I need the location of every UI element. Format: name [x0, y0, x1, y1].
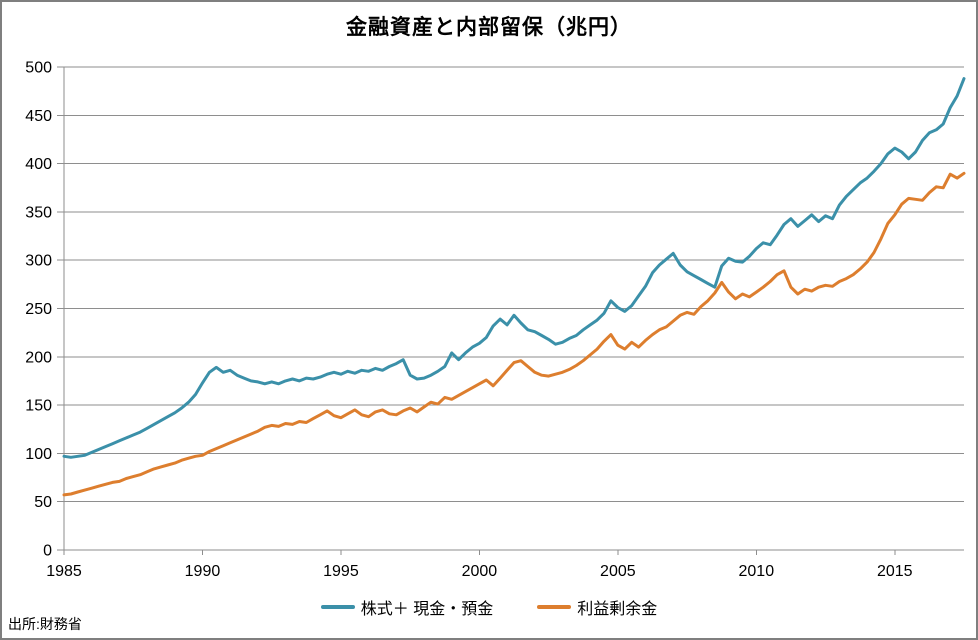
y-tick-label: 400	[25, 156, 52, 173]
legend-label-stocks-cash: 株式＋ 現金・預金	[360, 601, 494, 618]
x-tick-label: 1990	[185, 563, 221, 580]
legend: 株式＋ 現金・預金 利益剰余金	[2, 595, 976, 619]
legend-swatch-stocks-cash-icon	[320, 605, 355, 609]
page-title: 金融資産と内部留保（兆円）	[346, 16, 632, 39]
legend-swatch-retained-earnings-icon	[537, 605, 572, 609]
y-tick-label: 0	[43, 543, 52, 560]
legend-item-stocks-cash: 株式＋ 現金・預金	[320, 595, 494, 619]
y-tick-label: 450	[25, 108, 52, 125]
legend-item-retained-earnings: 利益剰余金	[537, 595, 657, 619]
legend-label-retained-earnings: 利益剰余金	[577, 601, 658, 618]
y-tick-label: 50	[34, 494, 52, 511]
x-tick-label: 2015	[877, 563, 913, 580]
y-tick-label: 100	[25, 446, 52, 463]
y-tick-label: 250	[25, 301, 52, 318]
x-tick-label: 2005	[600, 563, 636, 580]
y-tick-label: 200	[25, 349, 52, 366]
x-tick-label: 1985	[46, 563, 82, 580]
source-note: 出所:財務省	[8, 616, 82, 632]
x-tick-label: 2000	[462, 563, 498, 580]
x-tick-label: 1995	[323, 563, 359, 580]
y-tick-label: 150	[25, 398, 52, 415]
y-tick-label: 500	[25, 60, 52, 77]
series-line-1	[62, 171, 966, 497]
y-tick-label: 300	[25, 253, 52, 270]
y-tick-label: 350	[25, 204, 52, 221]
series-line-0	[62, 77, 966, 459]
x-tick-label: 2010	[739, 563, 775, 580]
